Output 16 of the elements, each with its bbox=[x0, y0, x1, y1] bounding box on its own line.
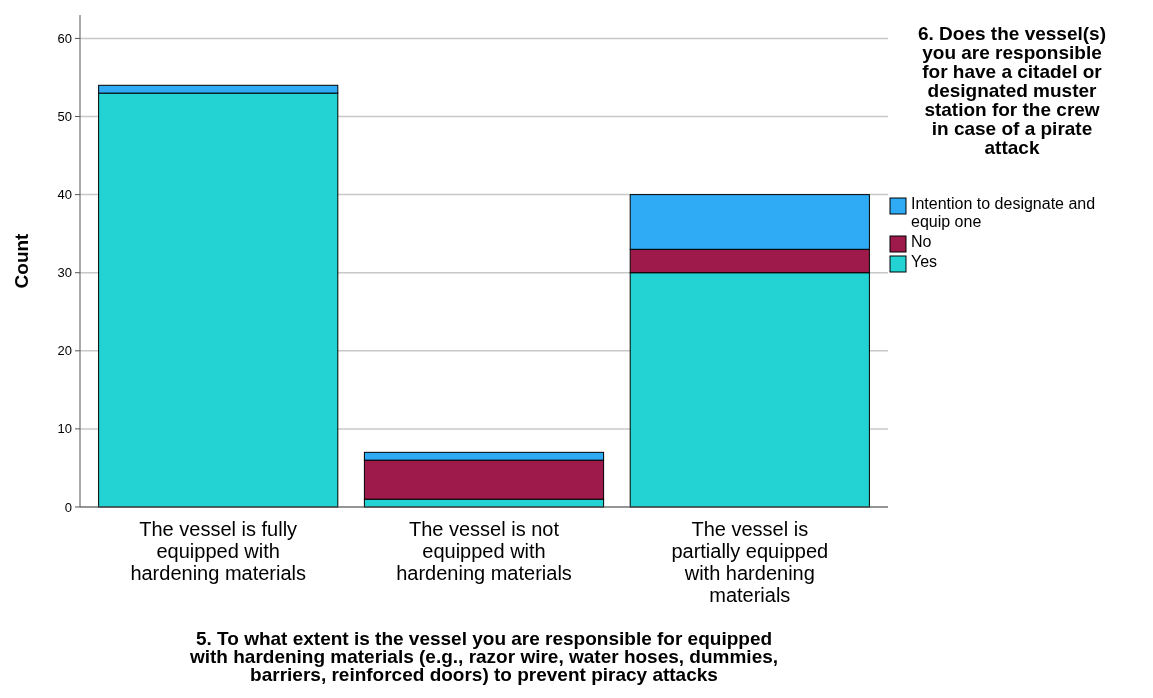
x-tick-label: The vessel is not equipped with hardening materials bbox=[396, 518, 572, 584]
y-tick-label: 60 bbox=[57, 30, 72, 46]
legend-label: Intention to designate and equip one bbox=[911, 195, 1096, 230]
x-tick-label: The vessel is partially equipped with hardening materials bbox=[671, 518, 829, 606]
legend-title: 6. Does the vessel(s) you are responsible for have a citadel or designated muster station for the crew in case of a pirate attack bbox=[918, 23, 1106, 158]
y-tick-label: 10 bbox=[57, 421, 72, 437]
legend-label: Yes bbox=[911, 253, 938, 270]
y-tick-label: 40 bbox=[57, 187, 72, 203]
y-tick-label: 50 bbox=[57, 109, 72, 125]
y-tick-label: 20 bbox=[57, 343, 72, 359]
x-tick-label: The vessel is fully equipped with hardening materials bbox=[130, 518, 307, 584]
legend-label: No bbox=[911, 233, 932, 250]
x-axis-title: 5. To what extent is the vessel you are responsible for equipped with hardening materials (e.g., razor wire, water hoses, dummies, barriers, reinforced doors) to prevent piracy attacks bbox=[188, 628, 779, 685]
y-axis-title: Count bbox=[11, 232, 32, 289]
y-tick-label: 30 bbox=[57, 265, 72, 281]
y-tick-label: 0 bbox=[64, 499, 72, 515]
